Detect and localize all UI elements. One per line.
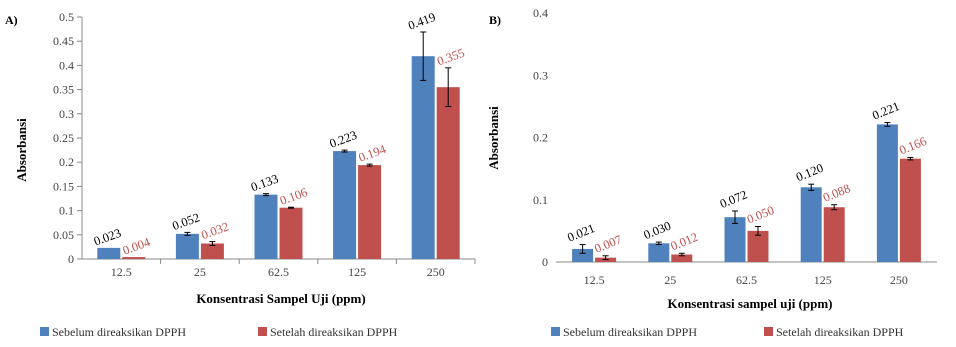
y-tick-label: 0.35: [53, 83, 74, 97]
panel-a-chart: A) Absorbansi Konsentrasi Sampel Uji (pp…: [5, 10, 476, 339]
panel-b-x-axis-title: Konsentrasi sampel uji (ppm): [667, 296, 832, 311]
bar-setelah-25: [671, 254, 693, 262]
bar-setelah-62.5: [279, 207, 303, 259]
panel-a-legend-label-series1: Sebelum direaksikan DPPH: [52, 325, 186, 339]
data-label: 0.032: [199, 219, 230, 242]
x-tick-label: 125: [348, 265, 366, 279]
bar-sebelum-125: [333, 151, 357, 259]
data-label: 0.106: [278, 185, 309, 208]
data-label: 0.223: [328, 128, 359, 151]
y-tick-label: 0.05: [53, 228, 74, 242]
data-label: 0.050: [745, 203, 776, 227]
data-label: 0.052: [170, 210, 201, 233]
panel-b-legend-label-series1: Sebelum direaksikan DPPH: [563, 325, 697, 339]
bar-sebelum-12.5: [97, 247, 121, 259]
panel-a-letter: A): [5, 13, 18, 27]
panel-b-legend-swatch-series1: [551, 327, 560, 336]
data-label: 0.419: [406, 10, 437, 33]
panel-b-legend-swatch-series2: [764, 327, 773, 336]
panel-b-chart: B) Absorbansi Konsentrasi sampel uji (pp…: [486, 6, 937, 339]
x-tick-label: 125: [814, 273, 832, 287]
bar-sebelum-25: [175, 233, 199, 259]
x-tick-label: 250: [427, 265, 445, 279]
data-label: 0.120: [794, 161, 825, 185]
data-label: 0.194: [357, 142, 389, 165]
data-label: 0.166: [897, 134, 928, 158]
bar-setelah-125: [358, 165, 382, 259]
data-label: 0.072: [718, 187, 749, 211]
y-tick-label: 0.5: [59, 10, 74, 24]
bar-setelah-250: [899, 158, 921, 262]
data-label: 0.133: [249, 172, 280, 195]
y-tick-label: 0.25: [53, 131, 74, 145]
bar-sebelum-25: [648, 243, 670, 262]
bar-setelah-12.5: [122, 257, 146, 259]
y-tick-label: 0.1: [59, 204, 74, 218]
bar-setelah-62.5: [747, 230, 769, 262]
panel-a-x-axis-title: Konsentrasi Sampel Uji (ppm): [196, 291, 365, 306]
x-tick-label: 25: [194, 265, 206, 279]
bar-sebelum-125: [800, 187, 822, 262]
data-label: 0.088: [821, 181, 852, 205]
bar-sebelum-62.5: [724, 217, 746, 262]
data-label: 0.355: [435, 46, 466, 69]
panel-a-legend-swatch-series2: [258, 327, 267, 336]
data-label: 0.004: [121, 235, 153, 258]
x-tick-label: 25: [664, 273, 676, 287]
x-tick-label: 250: [890, 273, 908, 287]
bar-sebelum-62.5: [254, 194, 278, 259]
x-tick-label: 12.5: [111, 265, 132, 279]
x-tick-label: 62.5: [736, 273, 757, 287]
panel-b-y-axis-title: Absorbansi: [486, 106, 501, 170]
data-label: 0.030: [642, 219, 673, 243]
bar-setelah-250: [436, 87, 460, 260]
bar-sebelum-12.5: [572, 248, 594, 262]
x-tick-label: 12.5: [584, 273, 605, 287]
panel-a-y-axis-title: Absorbansi: [14, 118, 29, 182]
y-tick-label: 0.4: [59, 58, 74, 72]
y-tick-label: 0.3: [59, 107, 74, 121]
y-tick-label: 0: [542, 255, 548, 269]
y-tick-label: 0.3: [533, 68, 548, 82]
y-tick-label: 0.2: [533, 131, 548, 145]
data-label: 0.221: [870, 99, 901, 123]
y-tick-label: 0: [68, 252, 74, 266]
y-tick-label: 0.15: [53, 179, 74, 193]
bar-sebelum-250: [411, 56, 435, 260]
panel-b-legend-label-series2: Setelah direaksikan DPPH: [776, 325, 904, 339]
data-label: 0.021: [565, 221, 596, 245]
y-tick-label: 0.2: [59, 155, 74, 169]
data-label: 0.007: [592, 232, 623, 256]
bar-setelah-125: [823, 207, 845, 262]
data-label: 0.012: [669, 230, 700, 254]
y-tick-label: 0.45: [53, 34, 74, 48]
panel-a-legend-swatch-series1: [40, 327, 49, 336]
x-tick-label: 62.5: [268, 265, 289, 279]
panel-b-letter: B): [489, 13, 501, 27]
panel-a-legend-label-series2: Setelah direaksikan DPPH: [270, 325, 398, 339]
bar-sebelum-250: [876, 124, 898, 263]
data-label: 0.023: [92, 226, 123, 249]
bar-setelah-25: [200, 243, 224, 259]
y-tick-label: 0.4: [533, 6, 548, 20]
y-tick-label: 0.1: [533, 193, 548, 207]
